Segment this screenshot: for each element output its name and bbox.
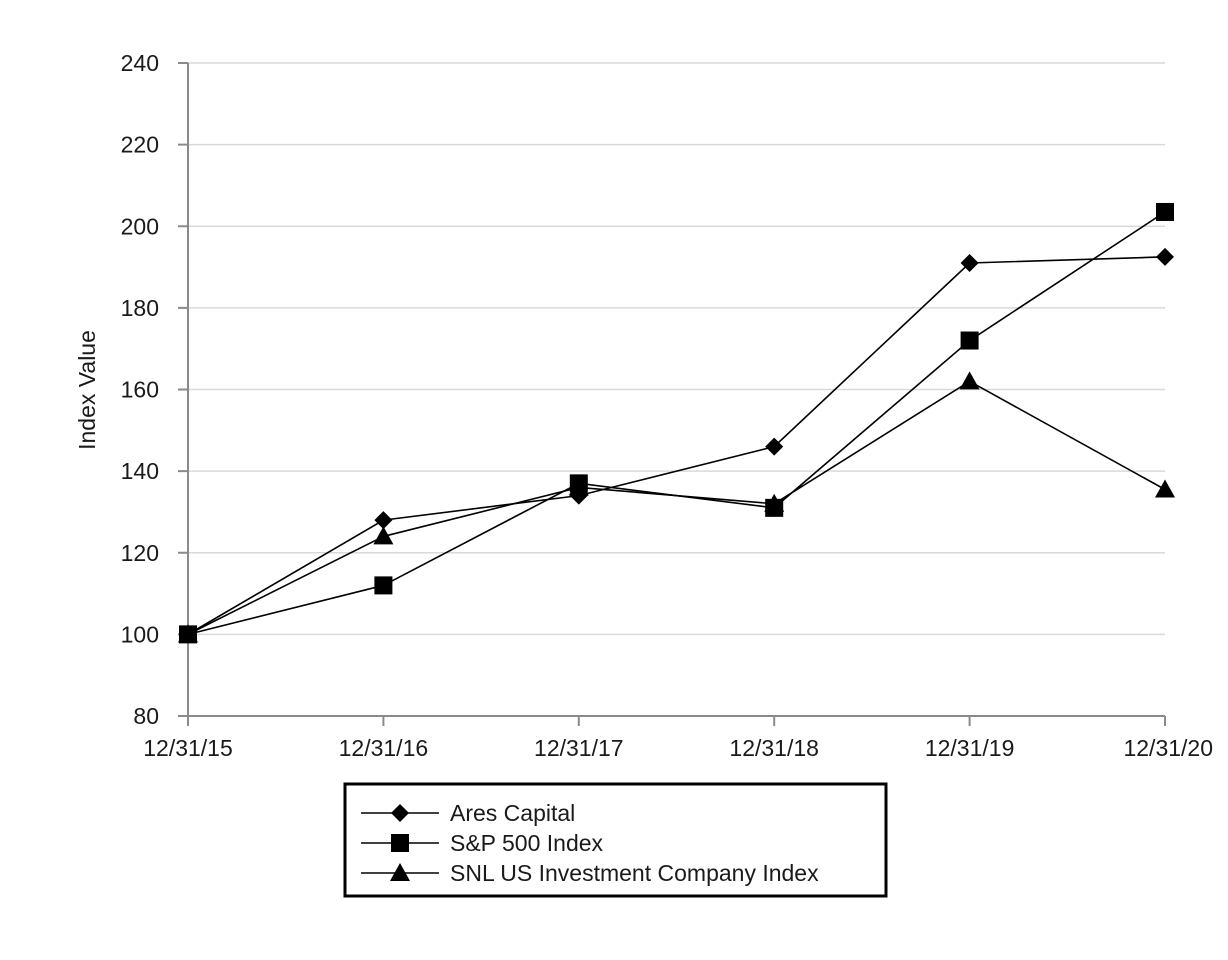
series-line bbox=[187, 211, 1166, 636]
data-point bbox=[960, 331, 979, 350]
legend-label: SNL US Investment Company Index bbox=[450, 860, 819, 886]
data-point bbox=[765, 437, 784, 456]
data-point bbox=[764, 493, 785, 512]
data-point bbox=[568, 477, 589, 496]
data-point bbox=[374, 576, 393, 595]
y-tick-label: 140 bbox=[121, 458, 159, 484]
y-tick-label: 120 bbox=[121, 540, 159, 566]
x-axis-ticks: 12/31/15 12/31/16 12/31/17 12/31/18 12/31/19… bbox=[143, 716, 1213, 761]
x-tick-label: 12/31/17 bbox=[534, 735, 624, 761]
data-point bbox=[959, 371, 980, 390]
x-tick-label: 12/31/19 bbox=[925, 735, 1015, 761]
data-point bbox=[374, 511, 393, 530]
legend-marker bbox=[391, 834, 409, 852]
data-point bbox=[373, 526, 394, 545]
data-point bbox=[1156, 247, 1174, 266]
x-tick-label: 12/31/20 bbox=[1123, 735, 1213, 761]
legend-item: Ares Capital bbox=[361, 800, 575, 826]
series-line bbox=[187, 380, 1166, 636]
data-point bbox=[1156, 202, 1174, 221]
data-point bbox=[960, 253, 979, 272]
y-tick-label: 220 bbox=[121, 132, 159, 158]
data-point bbox=[1155, 479, 1175, 498]
data-point bbox=[178, 624, 198, 643]
legend-box bbox=[343, 782, 888, 898]
legend-items: Ares Capital S&P 500 Index SNL US Investme… bbox=[361, 800, 819, 886]
y-tick-label: 160 bbox=[121, 377, 159, 403]
x-tick-label: 12/31/18 bbox=[729, 735, 819, 761]
legend-label: S&P 500 Index bbox=[450, 830, 604, 856]
legend-item: S&P 500 Index bbox=[361, 830, 604, 856]
y-tick-label: 80 bbox=[133, 703, 159, 729]
legend-item: SNL US Investment Company Index bbox=[361, 860, 819, 886]
y-tick-label: 180 bbox=[121, 295, 159, 321]
series-square bbox=[179, 202, 1174, 644]
x-tick-label: 12/31/15 bbox=[143, 735, 233, 761]
y-axis-title: Index Value bbox=[74, 330, 100, 450]
legend-marker bbox=[390, 863, 410, 881]
series-triangle bbox=[178, 371, 1175, 643]
series-lines bbox=[178, 202, 1175, 644]
y-axis-ticks: 80 100 120 140 160 180 200 220 240 bbox=[121, 50, 188, 729]
y-tick-label: 200 bbox=[121, 213, 159, 239]
legend-marker bbox=[391, 804, 409, 822]
legend-label: Ares Capital bbox=[450, 800, 575, 826]
y-tick-label: 240 bbox=[121, 50, 159, 76]
legend: Ares Capital S&P 500 Index SNL US Investme… bbox=[343, 782, 888, 898]
y-tick-label: 100 bbox=[121, 621, 159, 647]
series-line bbox=[187, 256, 1166, 636]
x-tick-label: 12/31/16 bbox=[339, 735, 429, 761]
